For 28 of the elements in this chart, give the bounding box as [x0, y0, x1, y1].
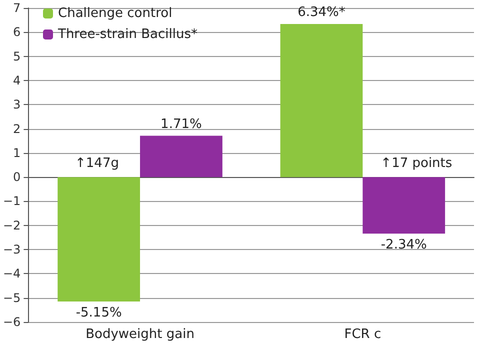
y-tick-label: 5	[13, 49, 21, 64]
data-label: 6.34%*	[298, 4, 346, 20]
bar	[140, 136, 222, 178]
bar	[58, 177, 140, 302]
y-tick-label: 3	[13, 98, 21, 112]
legend-label: Challenge control	[58, 6, 172, 21]
bar	[280, 24, 363, 178]
y-tick-label: 6	[13, 25, 21, 40]
x-tick-label: Bodyweight gain	[86, 327, 194, 342]
data-label: 1.71%	[160, 116, 202, 132]
annotation: ↑17 points	[380, 156, 452, 172]
y-tick-label: −6	[2, 315, 21, 329]
x-tick-label: FCR c	[344, 327, 382, 342]
y-tick-label: −5	[2, 290, 21, 305]
y-tick-label: 1	[13, 146, 21, 160]
y-tick-label: 4	[13, 73, 21, 88]
y-tick-label: 0	[13, 170, 21, 184]
annotation: ↑147g	[75, 156, 119, 172]
y-tick-label: −1	[2, 194, 21, 208]
legend-label: Three-strain Bacillus*	[57, 27, 198, 42]
y-tick-label: −3	[2, 242, 21, 257]
bar	[362, 177, 446, 234]
y-tick-label: −4	[2, 266, 21, 281]
y-tick-label: 2	[13, 122, 21, 136]
data-label: -2.34%	[380, 238, 427, 253]
y-tick-label: −2	[2, 218, 21, 232]
y-tick-label: 7	[13, 1, 21, 15]
data-label: -5.15%	[76, 305, 122, 320]
